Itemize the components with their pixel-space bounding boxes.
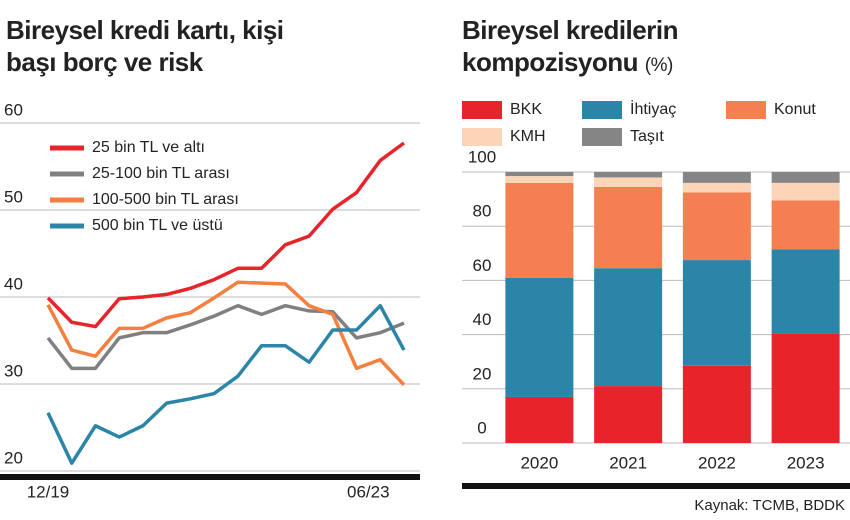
y-tick-label: 80 bbox=[473, 202, 492, 221]
x-tick-label: 2023 bbox=[787, 453, 825, 472]
legend-swatch bbox=[726, 101, 766, 119]
bar-segment bbox=[771, 182, 840, 201]
series-line bbox=[46, 141, 406, 329]
y-tick-label: 60 bbox=[473, 256, 492, 275]
bar-segment bbox=[505, 182, 574, 278]
y-tick-label: 0 bbox=[477, 418, 486, 437]
y-tick-label: 50 bbox=[4, 187, 23, 206]
legend-swatch bbox=[462, 128, 502, 146]
legend-label: 25 bin TL ve altı bbox=[92, 139, 205, 156]
bar-segment bbox=[505, 172, 574, 177]
legend-label: 100-500 bin TL arası bbox=[92, 191, 239, 208]
source: Kaynak: TCMB, BDDK bbox=[694, 497, 845, 514]
bar-segment bbox=[682, 192, 751, 261]
bar-segment bbox=[505, 396, 574, 443]
bar-segment bbox=[594, 177, 663, 187]
legend-swatch bbox=[582, 101, 622, 119]
x-tick-label: 06/23 bbox=[347, 482, 390, 501]
legend-label: KMH bbox=[510, 128, 546, 145]
y-tick-label: 20 bbox=[4, 448, 23, 467]
y-tick-label: 100 bbox=[468, 147, 496, 166]
right-title: Bireysel kredilerin kompozisyonu (%) bbox=[462, 14, 782, 82]
bar-segment bbox=[682, 172, 751, 183]
left-title: Bireysel kredi kartı, kişi başı borç ve … bbox=[6, 15, 284, 77]
bar-segment bbox=[682, 182, 751, 193]
legend-label: Taşıt bbox=[630, 128, 664, 145]
y-tick-label: 30 bbox=[4, 361, 23, 380]
y-tick-label: 40 bbox=[4, 274, 23, 293]
series-line bbox=[46, 303, 405, 371]
x-tick-label: 2021 bbox=[609, 453, 647, 472]
legend-label: 500 bin TL ve üstü bbox=[92, 217, 223, 234]
y-tick-label: 20 bbox=[473, 364, 492, 383]
bar-segment bbox=[771, 333, 840, 443]
bar-segment bbox=[771, 200, 840, 250]
bar-segment bbox=[594, 268, 663, 387]
x-tick-label: 12/19 bbox=[27, 482, 70, 501]
right-axis-bar bbox=[462, 483, 850, 489]
legend-label: BKK bbox=[510, 101, 542, 118]
x-tick-label: 2022 bbox=[698, 453, 736, 472]
bar-segment bbox=[682, 365, 751, 443]
y-tick-label: 60 bbox=[4, 100, 23, 119]
bar-segment bbox=[505, 176, 574, 183]
x-tick-label: 2020 bbox=[520, 453, 558, 472]
bar-segment bbox=[771, 249, 840, 334]
bar-segment bbox=[682, 260, 751, 366]
bar-segment bbox=[505, 277, 574, 397]
legend-label: İhtiyaç bbox=[630, 99, 676, 118]
bar-segment bbox=[594, 386, 663, 443]
legend-swatch bbox=[462, 101, 502, 119]
bar-segment bbox=[771, 172, 840, 183]
series-line bbox=[46, 303, 406, 465]
y-tick-label: 40 bbox=[473, 310, 492, 329]
bar-segment bbox=[594, 172, 663, 178]
left-axis-bar bbox=[0, 474, 420, 480]
right-title-unit: (%) bbox=[644, 55, 674, 76]
bar-segment bbox=[594, 186, 663, 269]
legend-label: Konut bbox=[774, 101, 816, 118]
legend-label: 25-100 bin TL arası bbox=[92, 165, 230, 182]
legend-swatch bbox=[582, 128, 622, 146]
series-line bbox=[46, 280, 406, 387]
right-title-text: Bireysel kredilerin kompozisyonu bbox=[462, 15, 678, 77]
